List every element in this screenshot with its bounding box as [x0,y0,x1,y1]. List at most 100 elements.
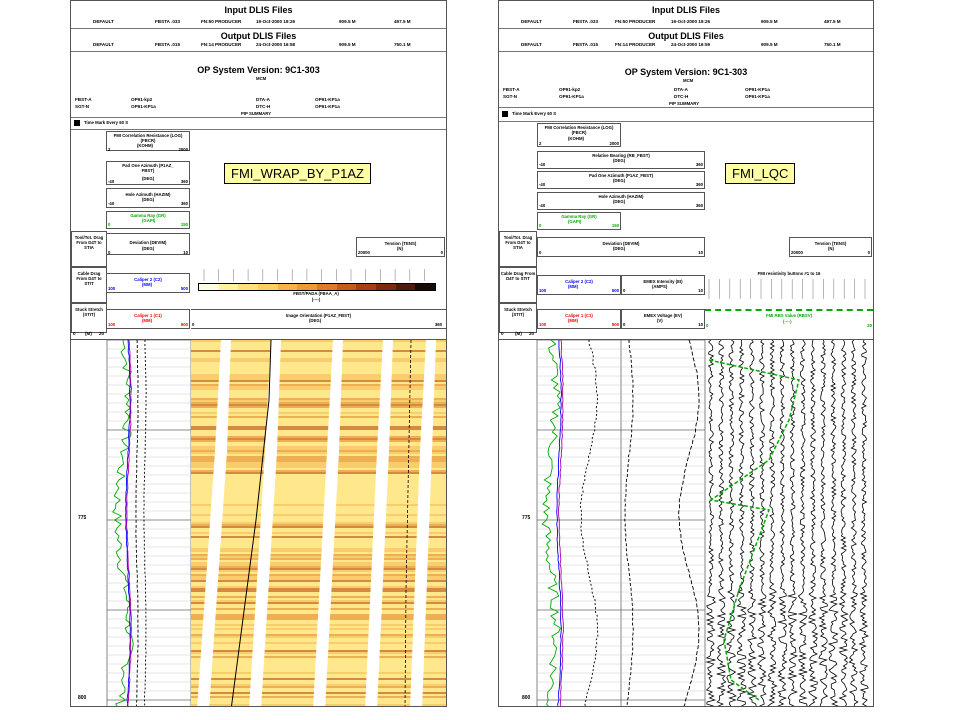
input-files-section: Input DLIS Files DEFAULT FBSTA .033 FN:5… [499,1,873,29]
log-body [499,339,873,706]
image-band [191,454,446,456]
image-band [191,470,446,472]
button-trace [766,340,778,706]
image-band [191,434,446,436]
image-band [191,348,446,350]
scale-swatch [258,284,278,290]
caliper2-curve [556,340,562,706]
image-band [191,420,446,422]
image-band [191,548,446,550]
button-trace [848,340,859,706]
gr-header: Gamma Ray (GR) (GAPI) 0 150 [537,212,621,230]
image-band [191,356,446,358]
image-band [191,378,446,380]
emex-voltage-header: EMEX Voltage (EV) (V) 0 10 [621,309,705,329]
image-band [191,444,446,446]
input-files-title: Input DLIS Files [224,5,293,15]
scale-swatch [297,284,318,290]
button-trace [807,340,819,706]
pad-gap [410,340,436,706]
fbcr-curve [579,340,599,706]
image-band [191,478,446,480]
deviation-header: Deviation (DEVIM) (DEG) 0 10 [537,237,705,257]
image-band [191,536,446,538]
button-trace [858,340,870,706]
image-band [191,488,446,490]
image-band [191,582,446,584]
image-band [191,368,446,370]
scale-swatch [238,284,259,290]
image-band [191,440,446,442]
pad-gap [249,340,281,706]
image-band [191,596,446,598]
image-band [191,436,446,438]
image-band [191,364,446,366]
caliper2-header: Caliper 2 (C2) (MM) 100 500 [106,273,190,293]
image-band [191,408,446,410]
gamma-ray-curve [541,340,562,706]
image-band [191,552,446,554]
deviation-curve [135,340,139,706]
op-system-title: OP System Version: 9C1-303 [624,67,748,77]
pad-gap [313,340,343,706]
hole-azimuth-curve [404,340,412,706]
image-band [191,482,446,484]
image-band [191,498,446,500]
depth-label: 800 [522,695,531,701]
image-band [191,428,446,430]
scale-swatch [376,284,396,290]
caliper1-curve [558,340,564,706]
image-band [191,416,446,418]
image-band [191,496,446,498]
image-band [191,392,446,394]
time-mark-icon [502,111,508,117]
scale-swatch [277,284,298,290]
fbst-pada-label: FBST/PADA (FBAA_A) [293,291,339,296]
image-band [191,492,446,494]
image-band [191,460,446,462]
scale-swatch [317,284,337,290]
image-band [191,558,446,560]
image-band [191,480,446,482]
image-band [191,494,446,496]
image-band [191,540,446,542]
fmi-lqc-log-panel: Input DLIS Files DEFAULT FBSTA .033 FN:5… [498,0,874,707]
image-band [191,484,446,486]
pip-summary-label: PIP SUMMARY [669,101,700,106]
image-band [191,554,446,556]
image-band [191,594,446,596]
image-band [191,576,446,578]
image-band [191,528,446,530]
image-band [191,592,446,594]
image-band [191,406,446,408]
image-band [191,404,446,406]
button-trace [746,340,758,706]
image-band [191,538,446,540]
tension-header: Tension (TENS) (N) 20000 0 [356,237,445,257]
image-band [191,452,446,454]
image-band [191,568,446,570]
image-band [191,360,446,362]
pad-orientation-curve [231,340,272,706]
tension-curve [143,340,147,706]
scale-swatch [356,284,377,290]
image-band [191,546,446,548]
image-band [191,394,446,396]
image-band [191,556,446,558]
time-mark-row: Time Mark Every 60 S [71,117,446,130]
caliper2-header: Caliper 2 (C2) (MM) 100 500 [537,275,621,295]
image-band [191,590,446,592]
image-band [191,446,446,448]
button-trace [757,340,767,706]
button-trace [797,340,808,706]
p1az-header: Pad One Azimuth (P1AZ_FBST) (DEG) -40 36… [537,171,705,189]
image-band [191,398,446,400]
pip-summary-label: PIP SUMMARY [241,111,272,116]
emex-intensity-header: EMEX Intensity (EI) (AMPS) 0 10 [621,275,705,295]
image-band [191,512,446,514]
image-band [191,402,446,404]
op-system-section: OP System Version: 9C1-303 MCM FBST-A OP… [71,51,446,118]
button-trace [827,340,839,706]
op-system-section: OP System Version: 9C1-303 MCM FBST-A OP… [499,51,873,108]
image-band [191,530,446,532]
